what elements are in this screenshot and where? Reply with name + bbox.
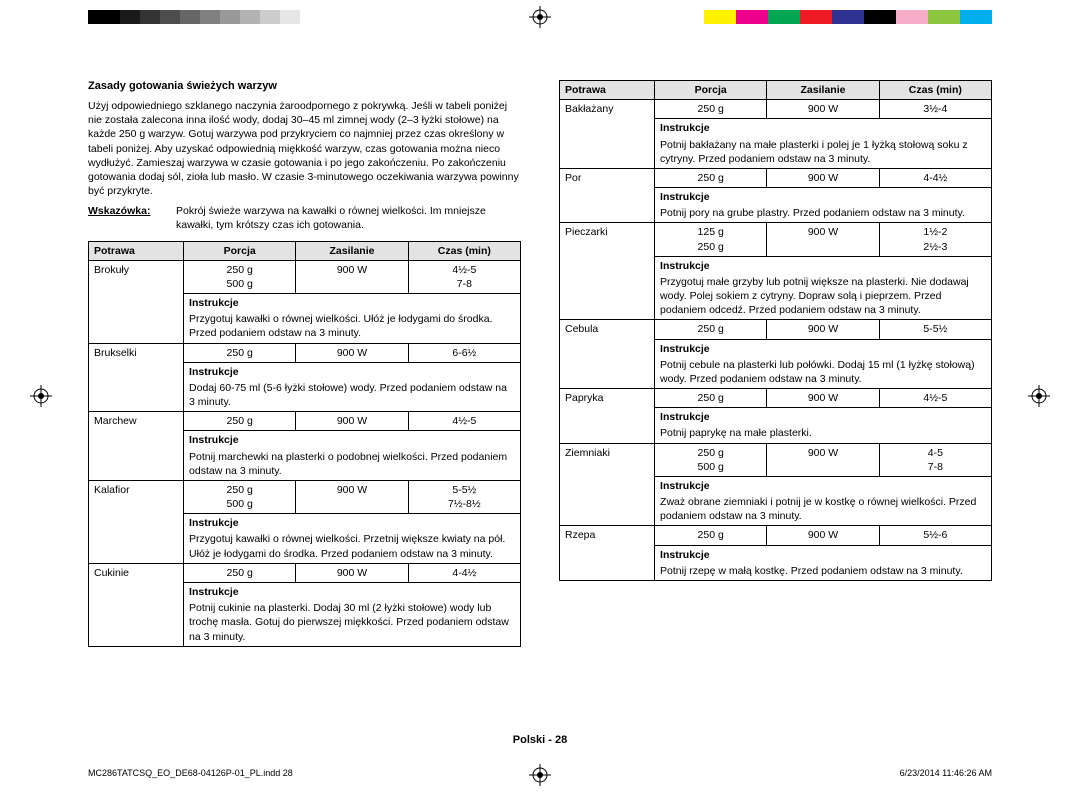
registration-mark-bottom	[529, 764, 551, 786]
registration-mark-right	[1028, 385, 1050, 407]
slug-right: 6/23/2014 11:46:26 AM	[900, 768, 992, 778]
page-footer: Polski - 28	[0, 734, 1080, 746]
vegetable-table-left: PotrawaPorcjaZasilanieCzas (min)Brokuły2…	[88, 241, 521, 647]
intro-paragraph: Użyj odpowiedniego szklanego naczynia ża…	[88, 99, 521, 198]
tip-row: Wskazówka: Pokrój świeże warzywa na kawa…	[88, 204, 521, 232]
left-column: Zasady gotowania świeżych warzyw Użyj od…	[88, 80, 521, 647]
slug-left: MC286TATCSQ_EO_DE68-04126P-01_PL.indd 28	[88, 768, 293, 778]
vegetable-table-right: PotrawaPorcjaZasilanieCzas (min)Bakłażan…	[559, 80, 992, 581]
tip-label: Wskazówka:	[88, 204, 176, 232]
page-content: Zasady gotowania świeżych warzyw Użyj od…	[88, 80, 992, 647]
section-title: Zasady gotowania świeżych warzyw	[88, 80, 521, 92]
registration-mark-top	[529, 6, 551, 28]
right-column: PotrawaPorcjaZasilanieCzas (min)Bakłażan…	[559, 80, 992, 647]
tip-text: Pokrój świeże warzywa na kawałki o równe…	[176, 204, 521, 232]
registration-mark-left	[30, 385, 52, 407]
